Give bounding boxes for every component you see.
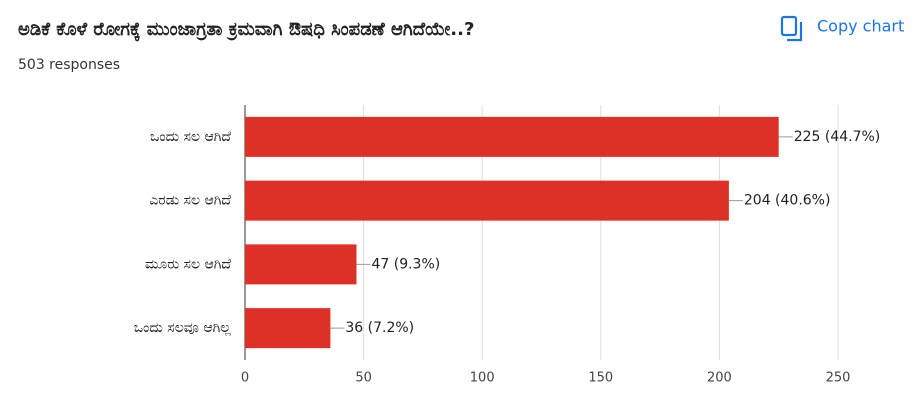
value-label: 225 (44.7%) xyxy=(794,129,881,145)
response-count: 503 responses xyxy=(18,57,120,73)
copy-icon xyxy=(780,15,798,37)
x-tick-label: 0 xyxy=(241,371,249,386)
chart-title: ಅಡಿಕೆ ಕೊಳೆ ರೋಗಕ್ಕೆ ಮುಂಜಾಗ್ರತಾ ಕ್ರಮವಾಗಿ ಔ… xyxy=(18,19,474,41)
copy-chart-button[interactable]: Copy chart xyxy=(780,15,904,42)
category-label: ಎರಡು ಸಲ ಆಗಿದೆ xyxy=(149,193,231,209)
value-label: 47 (9.3%) xyxy=(371,256,440,272)
copy-chart-label[interactable]: Copy chart xyxy=(817,17,904,36)
x-tick-label: 100 xyxy=(470,371,495,386)
copy-icon xyxy=(787,22,803,42)
x-tick-label: 50 xyxy=(355,371,372,386)
category-label: ಒಂದು ಸಲ ಆಗಿದೆ xyxy=(150,129,231,145)
value-label: 36 (7.2%) xyxy=(345,320,414,336)
bar xyxy=(245,308,331,349)
bar xyxy=(245,180,729,221)
value-label: 204 (40.6%) xyxy=(744,193,831,209)
bar xyxy=(245,116,779,157)
category-label: ಮೂರು ಸಲ ಆಗಿದೆ xyxy=(145,256,231,272)
x-tick-label: 250 xyxy=(826,371,851,386)
x-tick-label: 200 xyxy=(707,371,732,386)
bar xyxy=(245,244,357,285)
x-tick-label: 150 xyxy=(588,371,613,386)
category-label: ಒಂದು ಸಲವೂ ಆಗಿಲ್ಲ xyxy=(134,320,232,336)
